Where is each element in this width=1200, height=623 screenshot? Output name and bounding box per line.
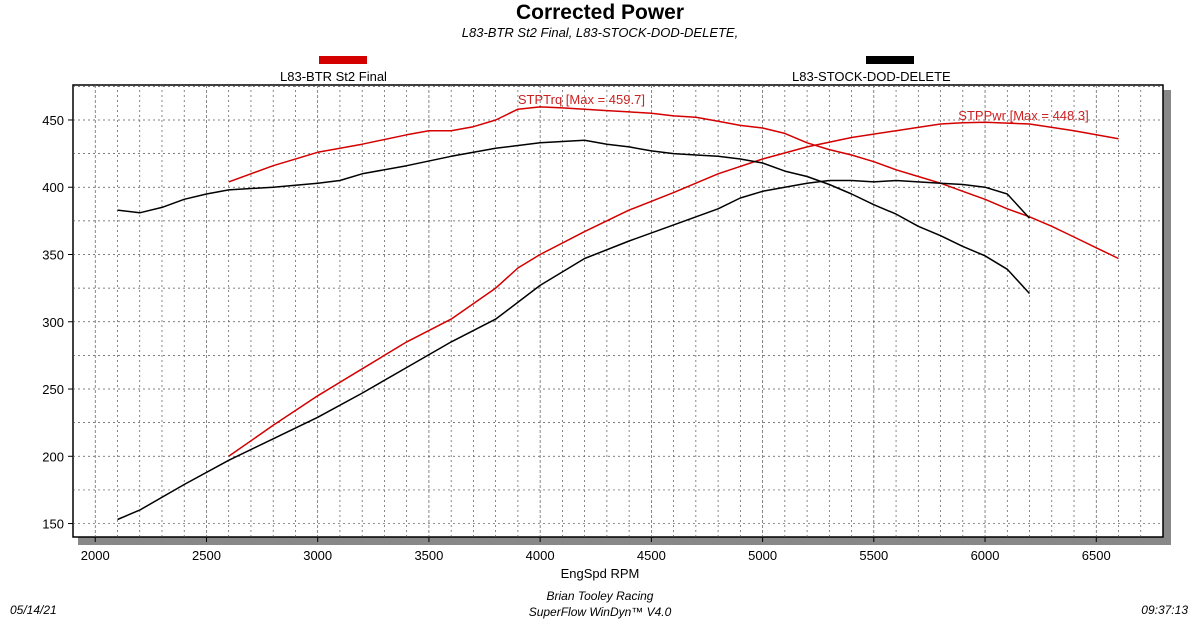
series-line-0 [228, 106, 1119, 260]
y-tick-label: 250 [42, 382, 64, 397]
x-tick-label: 4000 [526, 548, 555, 563]
series-line-2 [117, 139, 1031, 295]
y-tick-label: 300 [42, 315, 64, 330]
footer-date: 05/14/21 [10, 603, 57, 617]
x-tick-label: 4500 [637, 548, 666, 563]
x-tick-label: 3000 [303, 548, 332, 563]
y-axis-ticks: 150 200 250 300 350 400 450 [42, 113, 73, 532]
footer-time: 09:37:13 [1141, 603, 1188, 617]
y-tick-label: 200 [42, 449, 64, 464]
footer-software: SuperFlow WinDyn™ V4.0 [528, 605, 672, 619]
x-tick-label: 5000 [748, 548, 777, 563]
grid-lines [73, 85, 1163, 537]
x-axis-label: EngSpd RPM [560, 566, 640, 581]
legend-swatch-stock [866, 56, 914, 64]
series-line-3 [117, 179, 1031, 521]
series-line-1 [228, 121, 1119, 457]
annotation-torque-max: STPTrq [Max = 459.7] [518, 92, 645, 107]
legend-swatch-btr [319, 56, 367, 64]
plot-area [72, 84, 1164, 538]
legend-label-stock: L83-STOCK-DOD-DELETE [792, 69, 951, 84]
y-tick-label: 450 [42, 113, 64, 128]
x-tick-label: 3500 [414, 548, 443, 563]
annotation-power-max: STPPwr [Max = 448.3] [958, 108, 1088, 123]
x-tick-label: 2500 [192, 548, 221, 563]
x-tick-label: 6000 [971, 548, 1000, 563]
x-tick-label: 6500 [1082, 548, 1111, 563]
legend-label-btr: L83-BTR St2 Final [280, 69, 387, 84]
y-tick-label: 150 [42, 517, 64, 532]
series-lines [117, 106, 1119, 521]
chart-title: Corrected Power [515, 1, 685, 24]
footer-author: Brian Tooley Racing [546, 589, 654, 603]
x-tick-label: 5500 [859, 548, 888, 563]
chart-subtitle: L83-BTR St2 Final, L83-STOCK-DOD-DELETE, [461, 25, 739, 40]
y-tick-label: 350 [42, 248, 64, 263]
x-axis-ticks: 2000 2500 3000 3500 4000 4500 5000 5500 6000 6500 [81, 537, 1111, 563]
y-tick-label: 400 [42, 180, 64, 195]
x-tick-label: 2000 [81, 548, 110, 563]
